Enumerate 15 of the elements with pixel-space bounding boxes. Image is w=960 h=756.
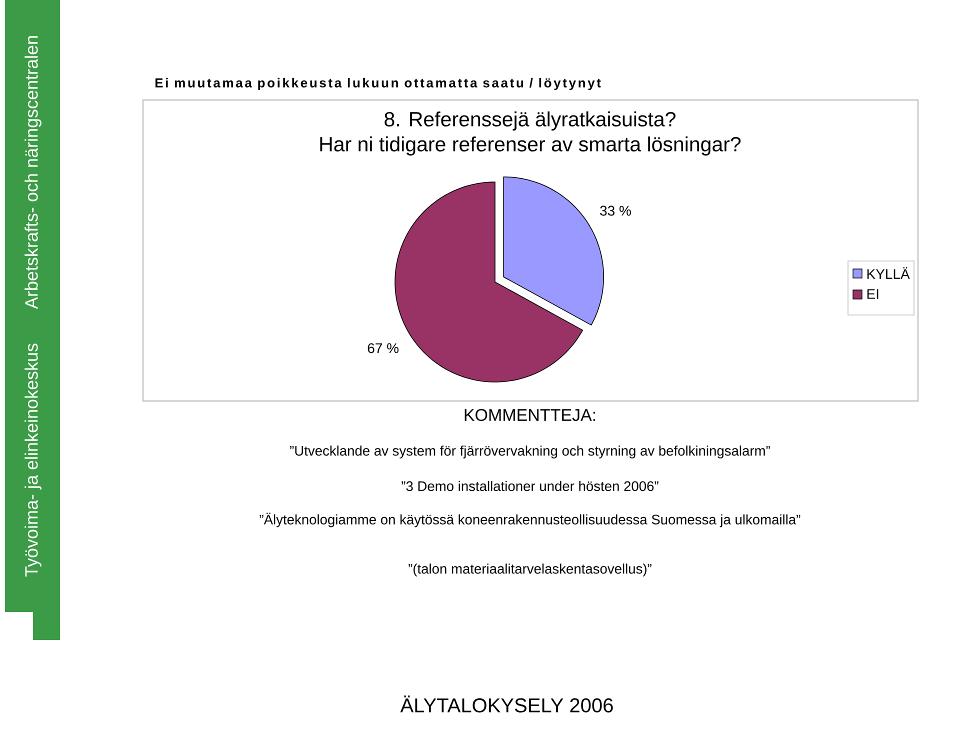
text: KOMMENTTEJA:	[464, 408, 596, 422]
chart-subtitle: Har ni tidigare referenser av smarta lösningar?	[320, 136, 741, 156]
text: ”Älyteknologiamme on käytössä koneenrakennusteollisuudessa Suomessa ja ulkomailla”	[260, 512, 800, 528]
text: ÄLYTALOKYSELY 2006	[400, 696, 613, 712]
data-label: 67 %	[368, 343, 399, 354]
chart-title: 8. Referenssejä älyratkaisuista?	[384, 111, 676, 131]
data-label: 33 %	[600, 206, 631, 216]
text: Työvoima- ja elinkeinokeskus	[24, 344, 42, 577]
legend-label: EI	[867, 289, 878, 299]
text: Ei muutamaa poikkeusta lukuun ottamatta saatu / löytynyt	[155, 78, 601, 90]
legend-label: KYLLÄ	[867, 267, 910, 279]
text: ”3 Demo installationer under hösten 2006”	[402, 480, 658, 492]
text: Arbetskrafts- och näringscentralen	[24, 36, 42, 310]
text: ”(talon materiaalitarvelaskentasovellus)”	[408, 564, 652, 576]
text: ”Utvecklande av system för fjärrövervakning och styrning av befolkiningsalarm”	[290, 446, 770, 458]
